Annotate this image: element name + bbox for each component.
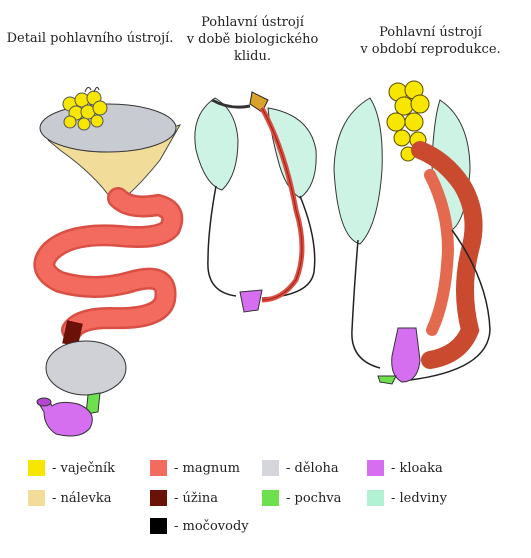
legend-item: - úžina: [150, 490, 218, 506]
rest-kidney-left: [194, 97, 239, 191]
repro-cloaca: [391, 327, 421, 383]
legend-swatch: [367, 460, 384, 476]
legend-item: - pochva: [262, 490, 341, 506]
repro-drawing: [333, 80, 491, 385]
legend-label: - nálevka: [52, 490, 112, 506]
detail-ovary-base: [39, 103, 177, 153]
legend-swatch: [150, 490, 167, 506]
legend-swatch: [28, 490, 45, 506]
legend-item: - vaječník: [28, 460, 115, 476]
legend-label: - močovody: [174, 518, 249, 534]
legend-label: - děloha: [286, 460, 339, 476]
legend-item: - močovody: [150, 518, 249, 534]
legend-swatch: [262, 490, 279, 506]
repro-ureter-right: [409, 229, 491, 381]
detail-uterus: [45, 340, 127, 396]
caption-detail: Detail pohlavního ústrojí.: [6, 31, 174, 46]
legend-item: - kloaka: [367, 460, 443, 476]
repro-ureter-left: [351, 239, 381, 369]
legend-item: - nálevka: [28, 490, 111, 506]
caption-rest-state: Pohlavní ústrojí v době biologického kli…: [186, 15, 319, 64]
legend-label: - úžina: [174, 490, 219, 506]
detail-vagina: [85, 392, 101, 415]
repro-magnum: [411, 141, 483, 369]
legend-swatch: [262, 460, 279, 476]
legend-swatch: [150, 460, 167, 476]
legend-swatch: [28, 460, 45, 476]
detail-ovary: [62, 90, 108, 131]
detail-drawing: [33, 86, 184, 437]
detail-isthmus: [62, 320, 83, 347]
legend-item: - děloha: [262, 460, 339, 476]
rest-ureter-left: [207, 185, 237, 297]
rest-cloaca: [239, 289, 263, 313]
legend-label: - vaječník: [52, 460, 116, 476]
legend-label: - kloaka: [391, 460, 443, 476]
detail-cloaca: [37, 399, 93, 437]
legend-swatch: [367, 490, 384, 506]
legend-label: - pochva: [286, 490, 342, 506]
rest-drawing: [194, 91, 317, 313]
repro-kidney-left: [333, 97, 383, 245]
legend-swatch: [150, 518, 167, 534]
legend-label: - ledviny: [391, 490, 447, 506]
legend-item: - magnum: [150, 460, 240, 476]
legend-label: - magnum: [174, 460, 240, 476]
legend-item: - ledviny: [367, 490, 447, 506]
rest-ureter-right: [261, 195, 316, 299]
caption-reproduction: Pohlavní ústrojí v období reprodukce.: [360, 25, 501, 57]
